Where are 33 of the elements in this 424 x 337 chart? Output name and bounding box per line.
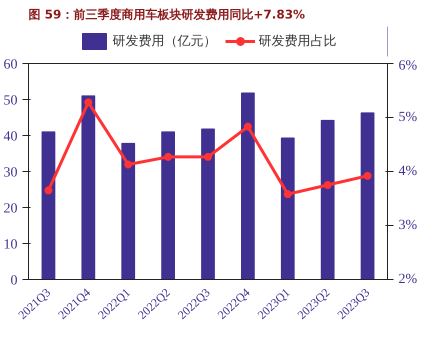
y-tick-label: 60 [4,58,18,72]
point [164,152,172,161]
y-tick-label: 30 [4,166,18,180]
y2-tick-label: 5% [398,110,418,125]
point [124,160,132,168]
chart-title: 图 59：前三季度商用车板块研发费用同比+7.83% [28,8,306,22]
point [84,98,92,106]
bar [42,131,56,280]
y2-tick-label: 6% [398,58,418,74]
point [284,190,292,198]
bar [241,92,255,280]
point [244,122,252,131]
y-tick-label: 0 [10,274,18,288]
y-tick-label: 50 [4,94,18,108]
point [204,152,212,161]
bar [201,128,215,280]
y-tick-label: 40 [4,130,18,144]
bar [280,138,295,280]
legend-label: 研发费用占比 [258,32,336,50]
y-tick-label: 20 [4,202,18,216]
y2-tick-label: 4% [398,164,418,179]
bar [360,112,374,280]
bar [81,95,96,280]
point [364,172,372,180]
legend-label: 研发费用（亿元） [112,32,216,50]
point [44,186,52,194]
y2-tick-label: 2% [398,272,418,287]
bar [161,131,175,280]
bar [320,120,335,280]
y-tick-label: 10 [4,238,18,252]
bar [121,142,136,280]
y2-tick-label: 3% [398,218,418,233]
point [324,181,332,189]
